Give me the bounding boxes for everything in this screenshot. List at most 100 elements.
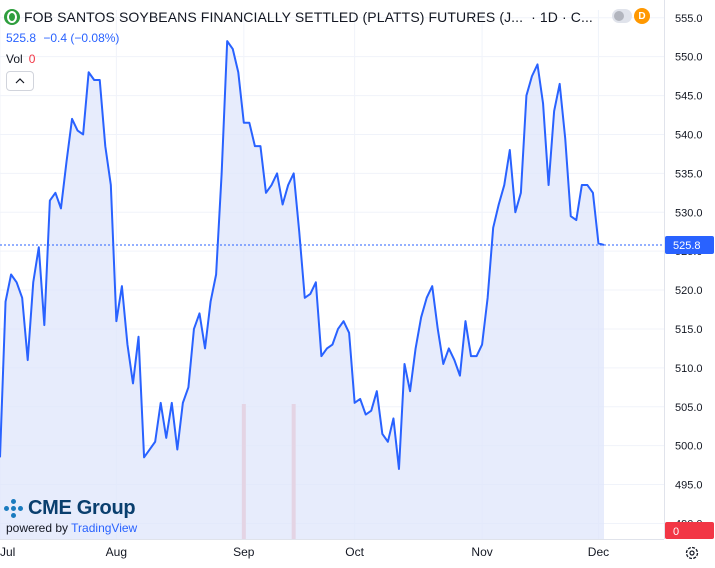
data-point [22, 297, 23, 298]
data-point [221, 173, 222, 174]
data-point [509, 149, 510, 150]
data-point [121, 286, 122, 287]
d-badge[interactable]: D [634, 8, 650, 24]
data-point [171, 402, 172, 403]
data-point [38, 247, 39, 248]
x-tick-label: Aug [106, 545, 127, 559]
data-point [210, 301, 211, 302]
last-price-badge [665, 235, 714, 254]
y-tick-label: 535.0 [675, 168, 703, 180]
data-point [598, 243, 599, 244]
last-price: 525.8 [6, 31, 37, 45]
data-point [387, 441, 388, 442]
gear-icon[interactable] [684, 545, 700, 561]
x-tick-label: Oct [345, 545, 364, 559]
y-tick-label: 520.0 [675, 285, 703, 297]
collapse-icon [15, 78, 25, 84]
interval-label[interactable]: · 1D · C... [531, 9, 593, 25]
y-tick-label: 545.0 [675, 91, 703, 103]
data-point [332, 344, 333, 345]
data-point [565, 138, 566, 139]
cme-logo: CME Group [4, 497, 136, 520]
data-point [465, 321, 466, 322]
x-tick-label: Nov [471, 545, 492, 559]
data-point [94, 79, 95, 80]
data-point [110, 184, 111, 185]
toggle-icon[interactable] [612, 9, 632, 23]
data-point [337, 328, 338, 329]
data-point [576, 219, 577, 220]
tradingview-link[interactable]: TradingView [71, 521, 138, 535]
symbol-icon[interactable] [4, 9, 20, 25]
data-point [321, 356, 322, 357]
y-tick-label: 515.0 [675, 324, 703, 336]
y-tick-label: 540.0 [675, 129, 703, 141]
y-tick-label: 505.0 [675, 402, 703, 414]
data-point [77, 130, 78, 131]
data-point [360, 398, 361, 399]
collapse-button[interactable] [6, 71, 34, 91]
header-badges: D [612, 8, 650, 24]
price-area-fill [0, 41, 604, 540]
symbol-title[interactable]: FOB SANTOS SOYBEANS FINANCIALLY SETTLED … [24, 9, 524, 25]
data-point [570, 216, 571, 217]
data-point [44, 324, 45, 325]
data-point [182, 402, 183, 403]
data-point [243, 122, 244, 123]
data-point [548, 184, 549, 185]
data-point [132, 383, 133, 384]
volume-axis-label: 0 [673, 526, 679, 538]
data-point [365, 414, 366, 415]
data-point [166, 437, 167, 438]
data-point [99, 79, 100, 80]
data-point [149, 449, 150, 450]
data-point [265, 192, 266, 193]
volume-value: 0 [28, 52, 36, 66]
data-point [160, 402, 161, 403]
data-point [432, 286, 433, 287]
data-point [587, 184, 588, 185]
x-tick-label: Jul [0, 545, 15, 559]
data-point [531, 76, 532, 77]
y-tick-label: 530.0 [675, 207, 703, 219]
data-point [288, 184, 289, 185]
cme-logo-text: CME Group [28, 497, 136, 519]
x-tick-label: Dec [588, 545, 609, 559]
data-point [559, 83, 560, 84]
data-point [498, 204, 499, 205]
data-point [481, 344, 482, 345]
data-point [105, 146, 106, 147]
data-point [5, 301, 6, 302]
data-point [315, 282, 316, 283]
last-price-label: 525.8 [673, 240, 701, 252]
powered-by: powered by TradingView [6, 521, 137, 535]
data-point [238, 72, 239, 73]
data-point [249, 122, 250, 123]
data-point [227, 41, 228, 42]
volume-axis-badge [665, 522, 714, 539]
data-point [437, 328, 438, 329]
y-tick-label: 550.0 [675, 52, 703, 64]
volume-legend: Vol 0 [6, 52, 35, 66]
data-point [155, 441, 156, 442]
data-point [27, 359, 28, 360]
x-tick-label: Sep [233, 545, 255, 559]
y-tick-label: 510.0 [675, 363, 703, 375]
data-point [66, 161, 67, 162]
data-point [299, 231, 300, 232]
data-point [310, 293, 311, 294]
data-point [326, 348, 327, 349]
data-point [504, 184, 505, 185]
y-tick-label: 500.0 [675, 441, 703, 453]
data-point [581, 184, 582, 185]
data-point [526, 95, 527, 96]
data-point [409, 391, 410, 392]
data-point [60, 208, 61, 209]
data-point [398, 468, 399, 469]
data-point [349, 332, 350, 333]
data-point [443, 363, 444, 364]
price-line-series [0, 40, 605, 470]
data-point [16, 282, 17, 283]
